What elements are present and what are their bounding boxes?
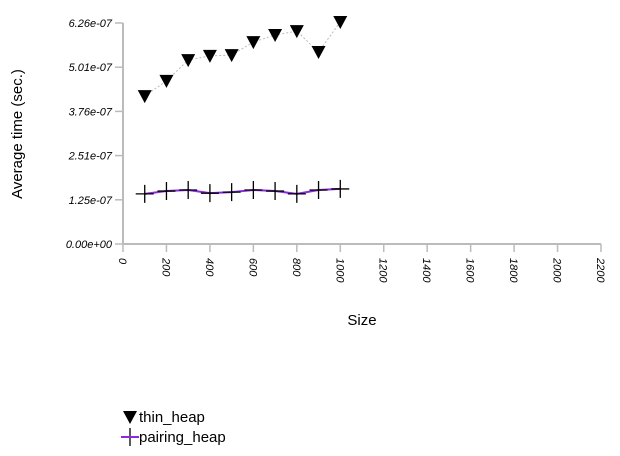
- pairing_heap-point-glyph: [266, 182, 285, 201]
- pairing_heap-point-glyph: [287, 184, 306, 203]
- pairing_heap-point-glyph: [222, 183, 241, 202]
- y-tick-label: 2.51e-07: [68, 151, 113, 163]
- y-tick-label: 0.00e+00: [66, 239, 113, 251]
- x-tick-label: 600: [246, 258, 258, 277]
- pairing_heap-point-glyph: [179, 180, 198, 199]
- legend-label-thin_heap: thin_heap: [139, 409, 205, 426]
- pairing_heap-point-glyph: [135, 184, 154, 203]
- pairing_heap-point-glyph: [200, 184, 219, 203]
- pairing_heap-point: [222, 183, 241, 202]
- pairing_heap-point: [266, 182, 285, 201]
- thin_heap-point: [224, 49, 239, 63]
- x-tick-label: 2000: [551, 257, 563, 283]
- thin_heap-point: [289, 25, 304, 39]
- x-tick-label: 0: [116, 258, 128, 265]
- x-tick-label: 1400: [420, 258, 432, 283]
- thin_heap-legend-icon: [123, 411, 137, 424]
- x-tick-label: 800: [290, 258, 302, 277]
- pairing_heap-line: [144, 187, 341, 195]
- thin_heap-point: [181, 54, 196, 68]
- pairing_heap-point-glyph: [331, 179, 350, 198]
- pairing_heap-point: [309, 180, 328, 199]
- x-tick-label: 2200: [594, 257, 606, 283]
- thin_heap-point: [268, 29, 283, 43]
- thin_heap-point: [137, 90, 152, 104]
- x-tick-label: 400: [203, 258, 215, 277]
- pairing_heap-point: [157, 182, 176, 201]
- pairing_heap-point-glyph: [157, 182, 176, 201]
- y-tick-label: 5.01e-07: [69, 62, 113, 74]
- thin_heap-point: [333, 15, 348, 29]
- pairing_heap-point: [244, 180, 263, 199]
- pairing_heap-point-glyph: [309, 180, 328, 199]
- thin_heap-point: [202, 49, 217, 63]
- pairing_heap-point: [287, 184, 306, 203]
- pairing_heap-point: [179, 180, 198, 199]
- pairing_heap-point: [200, 184, 219, 203]
- x-tick-label: 1200: [377, 258, 389, 283]
- y-tick-label: 1.25e-07: [69, 195, 113, 207]
- x-tick-label: 1000: [333, 258, 345, 283]
- thin_heap-line: [144, 21, 341, 97]
- y-tick-label: 6.26e-07: [69, 18, 113, 30]
- x-tick-label: 1600: [464, 258, 476, 283]
- pairing_heap-point-glyph: [244, 180, 263, 199]
- thin_heap-point: [311, 45, 326, 59]
- x-axis-label: Size: [347, 312, 376, 329]
- thin_heap-point: [159, 74, 174, 88]
- pairing_heap-point: [331, 179, 350, 198]
- thin_heap-point: [246, 36, 261, 50]
- legend-label-pairing_heap: pairing_heap: [139, 429, 226, 446]
- x-tick-label: 200: [159, 257, 171, 277]
- pairing_heap-point: [135, 184, 154, 203]
- y-axis-label: Average time (sec.): [9, 69, 26, 199]
- y-tick-label: 3.76e-07: [69, 106, 113, 118]
- x-tick-label: 1800: [507, 258, 519, 283]
